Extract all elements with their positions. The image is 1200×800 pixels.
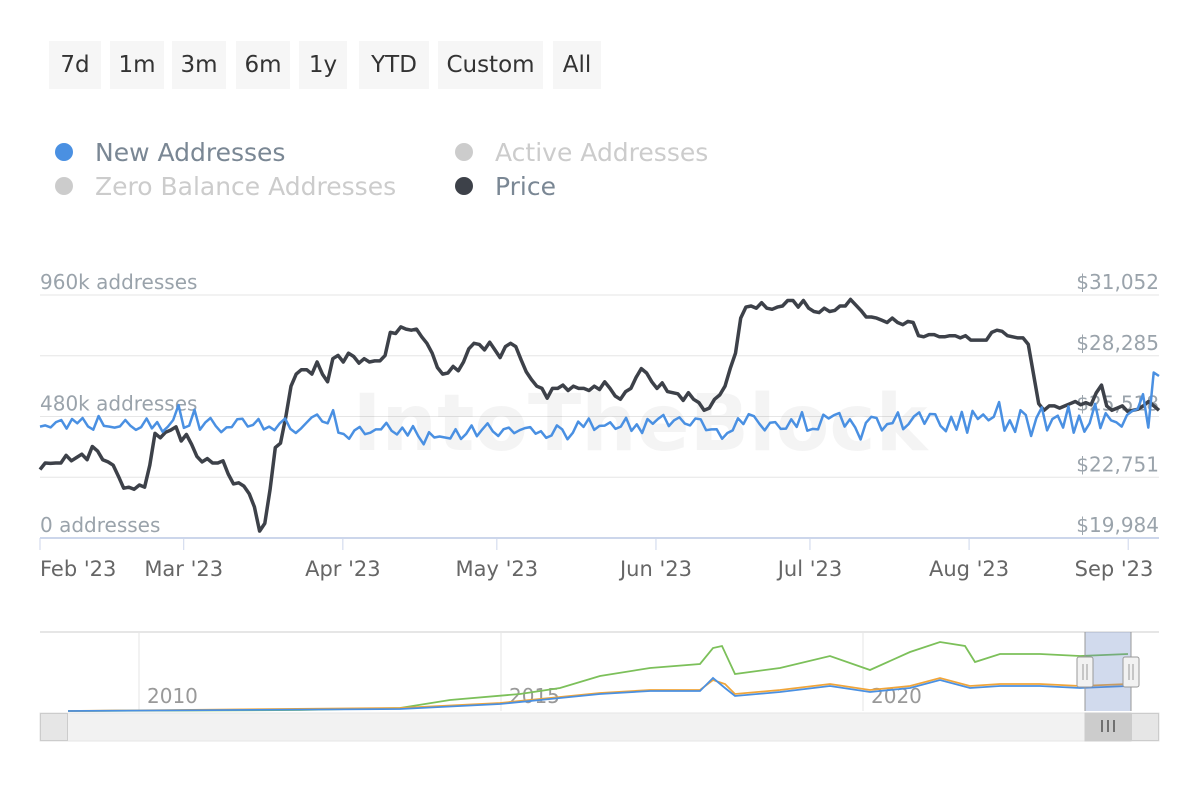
legend-marker [455, 177, 473, 195]
y-axis-right-label: $31,052 [1076, 270, 1159, 294]
legend-label: Zero Balance Addresses [95, 171, 397, 201]
navigator-series-line [67, 676, 1129, 712]
series-line-price [38, 297, 1161, 533]
x-axis-label: May '23 [456, 557, 539, 581]
legend-label: Active Addresses [495, 137, 709, 167]
x-axis-label: Aug '23 [929, 557, 1009, 581]
y-axis-right-label: $28,285 [1076, 331, 1159, 355]
navigator-series-line [67, 641, 1129, 712]
x-axis-label: Mar '23 [144, 557, 223, 581]
legend-item-new-addresses[interactable]: New Addresses [55, 137, 285, 167]
scroll-left-button[interactable] [40, 713, 68, 741]
range-button-3m[interactable]: 3m [172, 41, 226, 89]
scrollbar-track [39, 712, 1160, 742]
x-axis-label: Sep '23 [1075, 557, 1154, 581]
range-button-1m[interactable]: 1m [110, 41, 164, 89]
legend-item-active-addresses[interactable]: Active Addresses [455, 137, 708, 167]
series-line-new-addresses [39, 371, 1160, 446]
legend-item-zero-balance-addresses[interactable]: Zero Balance Addresses [55, 171, 396, 201]
y-axis-left-label: 480k addresses [40, 392, 197, 416]
legend-label: Price [495, 171, 556, 201]
x-axis-label: Apr '23 [305, 557, 381, 581]
y-axis-left-label: 0 addresses [40, 513, 160, 537]
x-axis-label: Feb '23 [40, 557, 116, 581]
watermark-text: IntoTheBlock [353, 379, 930, 469]
legend-marker [55, 177, 73, 195]
range-button-ytd[interactable]: YTD [359, 41, 429, 89]
y-axis-right-label: $22,751 [1076, 452, 1159, 476]
range-button-all[interactable]: All [553, 41, 601, 89]
navigator-x-label: 2010 [147, 684, 198, 708]
x-axis-label: Jun '23 [618, 557, 692, 581]
navigator-right-handle[interactable] [1122, 656, 1140, 688]
legend-label: New Addresses [95, 137, 286, 167]
y-axis-left-label: 960k addresses [40, 270, 197, 294]
range-button-custom[interactable]: Custom [438, 41, 543, 89]
navigator-series-line [67, 677, 1129, 712]
range-button-1y[interactable]: 1y [299, 41, 347, 89]
range-button-6m[interactable]: 6m [236, 41, 290, 89]
navigator-left-handle[interactable] [1076, 656, 1094, 688]
legend-marker [455, 143, 473, 161]
legend-marker [55, 143, 73, 161]
handle-box [1076, 656, 1094, 688]
legend-item-price[interactable]: Price [455, 171, 556, 201]
y-axis-right-label: $19,984 [1076, 513, 1159, 537]
handle-box [1122, 656, 1140, 688]
navigator-x-label: 2015 [509, 684, 560, 708]
range-button-7d[interactable]: 7d [49, 41, 101, 89]
x-axis-label: Jul '23 [776, 557, 843, 581]
scroll-right-button[interactable] [1131, 713, 1159, 741]
